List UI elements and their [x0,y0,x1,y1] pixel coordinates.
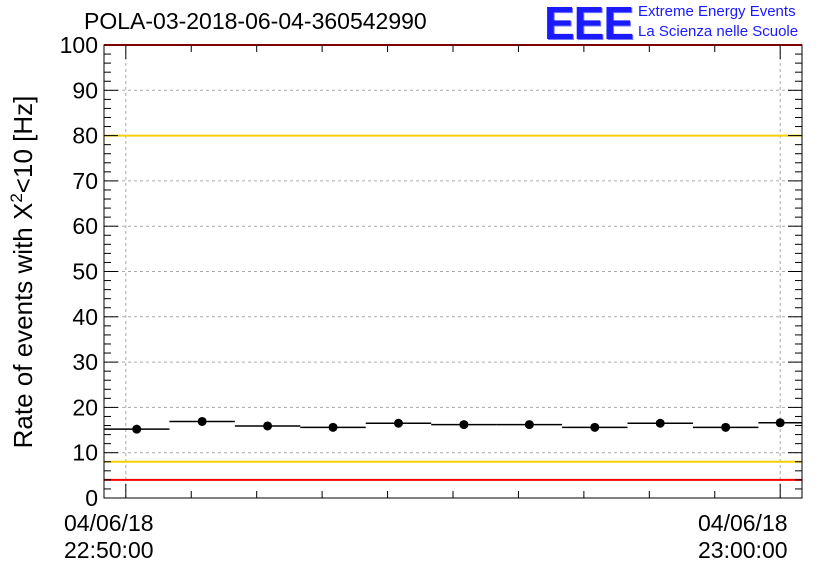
logo-caption-line1: Extreme Energy Events [638,3,796,20]
y-tick-label: 30 [72,349,98,375]
y-tick-label: 40 [72,304,98,330]
x-tick-date: 04/06/18 [698,510,788,536]
y-tick-label: 0 [85,485,98,511]
y-tick-label: 90 [72,77,98,103]
x-tick-date: 04/06/18 [64,510,154,536]
x-tick-label-start: 04/06/18 22:50:00 [64,510,154,564]
reference-lines [104,44,802,481]
data-point [197,416,207,426]
x-tick-time: 22:50:00 [64,537,154,563]
x-tick-time: 23:00:00 [698,537,788,563]
data-point [328,422,338,432]
data-point [655,418,665,428]
logo-caption-line2: La Scienza nelle Scuole [638,23,799,40]
data-point [775,418,785,428]
data-point [524,420,534,430]
eee-logo: EEE [544,0,634,49]
y-axis-title: Rate of events with X2<10 [Hz] [7,96,38,449]
y-tick-label: 80 [72,123,98,149]
y-axis-title-sup: 2 [7,193,26,202]
y-axis-title-main: Rate of events with X [8,203,38,449]
data-point [263,421,273,431]
data-point [393,418,403,428]
y-tick-label: 20 [72,394,98,420]
y-tick-label: 100 [60,32,98,58]
grid-lines [104,45,802,498]
data-series [104,416,802,434]
data-point [459,420,469,430]
chart-title: POLA-03-2018-06-04-360542990 [84,8,427,34]
y-tick-label: 70 [72,168,98,194]
y-tick-label: 60 [72,213,98,239]
data-point [590,422,600,432]
axes: 0 10 20 30 40 50 60 70 80 90 100 [60,32,803,511]
data-point [721,422,731,432]
data-point [132,424,142,434]
y-tick-label: 50 [72,259,98,285]
y-axis-label: Rate of events with X2<10 [Hz] [7,96,38,449]
x-tick-label-end: 04/06/18 23:00:00 [698,510,788,564]
y-axis-title-tail: <10 [Hz] [8,96,38,194]
y-tick-label: 10 [72,440,98,466]
